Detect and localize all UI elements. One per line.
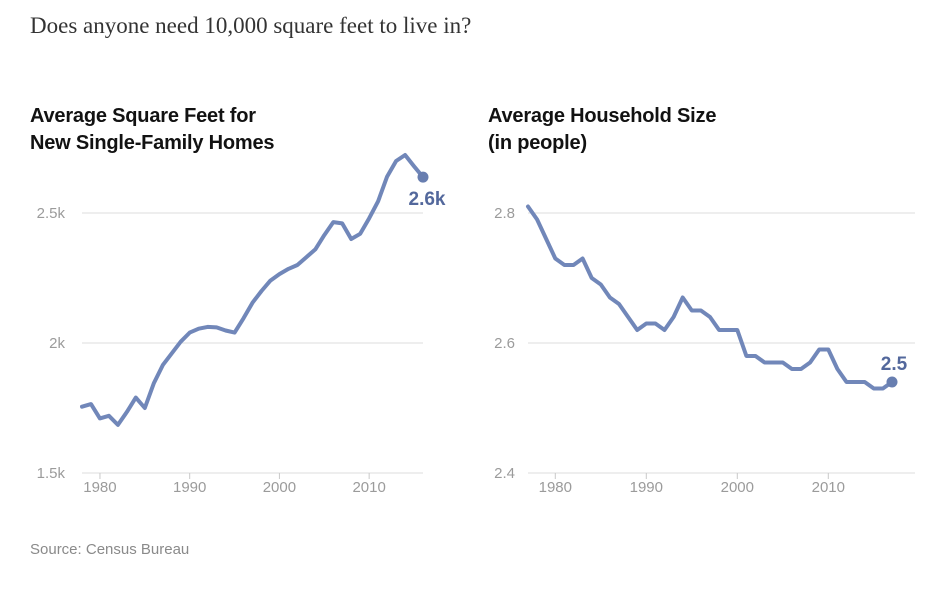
end-point-dot bbox=[886, 376, 898, 388]
x-tick-label: 2000 bbox=[263, 479, 296, 496]
chart-title-line1: Average Household Size bbox=[488, 105, 717, 127]
y-axis-label: 2.6 bbox=[494, 335, 515, 352]
page-title: Does anyone need 10,000 square feet to l… bbox=[30, 13, 472, 38]
chart-title-line2: New Single-Family Homes bbox=[30, 132, 275, 154]
y-axis-label: 2k bbox=[49, 335, 65, 352]
y-axis-label: 2.4 bbox=[494, 465, 515, 482]
chart-title-line2: (in people) bbox=[488, 132, 587, 154]
square-feet-chart: 2.5k 2k 1.5k 1980 1990 2000 2010 2.6k bbox=[37, 153, 446, 496]
end-value-label: 2.5 bbox=[881, 354, 908, 375]
x-tick-label: 2010 bbox=[352, 479, 385, 496]
data-line bbox=[80, 153, 425, 427]
end-value-label: 2.6k bbox=[409, 189, 446, 210]
chart-title-line1: Average Square Feet for bbox=[30, 105, 256, 127]
x-tick-label: 2010 bbox=[812, 479, 845, 496]
x-tick-label: 1990 bbox=[173, 479, 206, 496]
chart-title-household-size: Average Household Size (in people) bbox=[488, 103, 716, 157]
y-axis-label: 2.5k bbox=[37, 205, 66, 222]
x-tick-label: 2000 bbox=[721, 479, 754, 496]
y-axis-label: 1.5k bbox=[37, 465, 66, 482]
y-axis-label: 2.8 bbox=[494, 205, 515, 222]
x-tick-label: 1990 bbox=[630, 479, 663, 496]
x-tick-label: 1980 bbox=[83, 479, 116, 496]
end-point-dot bbox=[417, 171, 429, 183]
household-size-chart: 2.8 2.6 2.4 1980 1990 2000 2010 2.5 bbox=[494, 204, 915, 496]
x-tick-label: 1980 bbox=[539, 479, 572, 496]
chart-title-square-feet: Average Square Feet for New Single-Family… bbox=[30, 103, 275, 157]
source-attribution: Source: Census Bureau bbox=[30, 541, 190, 558]
data-line bbox=[526, 204, 894, 391]
